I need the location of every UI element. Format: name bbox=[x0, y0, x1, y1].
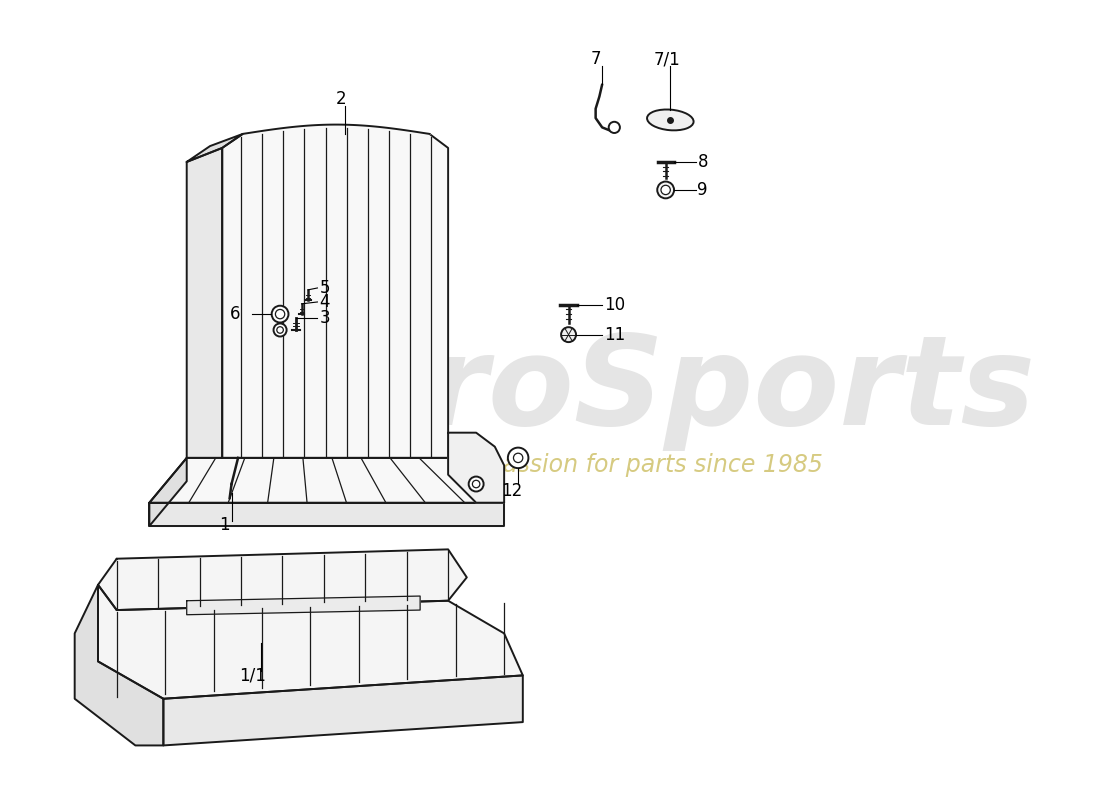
Text: 10: 10 bbox=[604, 296, 625, 314]
Text: EuroSports: EuroSports bbox=[253, 330, 1036, 451]
Text: 5: 5 bbox=[319, 279, 330, 297]
Text: 11: 11 bbox=[604, 326, 625, 344]
Circle shape bbox=[274, 323, 287, 337]
Text: 7: 7 bbox=[591, 50, 601, 68]
Circle shape bbox=[561, 327, 576, 342]
Polygon shape bbox=[150, 502, 504, 526]
Text: 12: 12 bbox=[500, 482, 522, 499]
Polygon shape bbox=[150, 458, 187, 526]
Text: 8: 8 bbox=[697, 153, 708, 171]
Text: a passion for parts since 1985: a passion for parts since 1985 bbox=[465, 454, 823, 478]
Polygon shape bbox=[187, 596, 420, 614]
Polygon shape bbox=[187, 134, 243, 162]
Polygon shape bbox=[448, 433, 504, 502]
Text: 2: 2 bbox=[336, 90, 346, 108]
Text: 7/1: 7/1 bbox=[653, 50, 680, 68]
Polygon shape bbox=[98, 585, 522, 698]
Circle shape bbox=[508, 448, 528, 468]
Polygon shape bbox=[150, 458, 504, 502]
Polygon shape bbox=[164, 675, 522, 746]
Circle shape bbox=[661, 186, 670, 194]
Polygon shape bbox=[187, 148, 222, 458]
Text: 4: 4 bbox=[319, 293, 330, 311]
Polygon shape bbox=[75, 585, 164, 746]
Circle shape bbox=[272, 306, 288, 322]
Text: 1/1: 1/1 bbox=[240, 666, 266, 685]
Text: 9: 9 bbox=[697, 181, 708, 199]
Polygon shape bbox=[98, 550, 466, 610]
Circle shape bbox=[657, 182, 674, 198]
Circle shape bbox=[608, 122, 620, 133]
Circle shape bbox=[469, 477, 484, 491]
Text: 3: 3 bbox=[319, 309, 330, 327]
Text: 6: 6 bbox=[230, 305, 241, 323]
Text: 1: 1 bbox=[219, 516, 230, 534]
Ellipse shape bbox=[647, 110, 694, 130]
Polygon shape bbox=[222, 134, 448, 458]
